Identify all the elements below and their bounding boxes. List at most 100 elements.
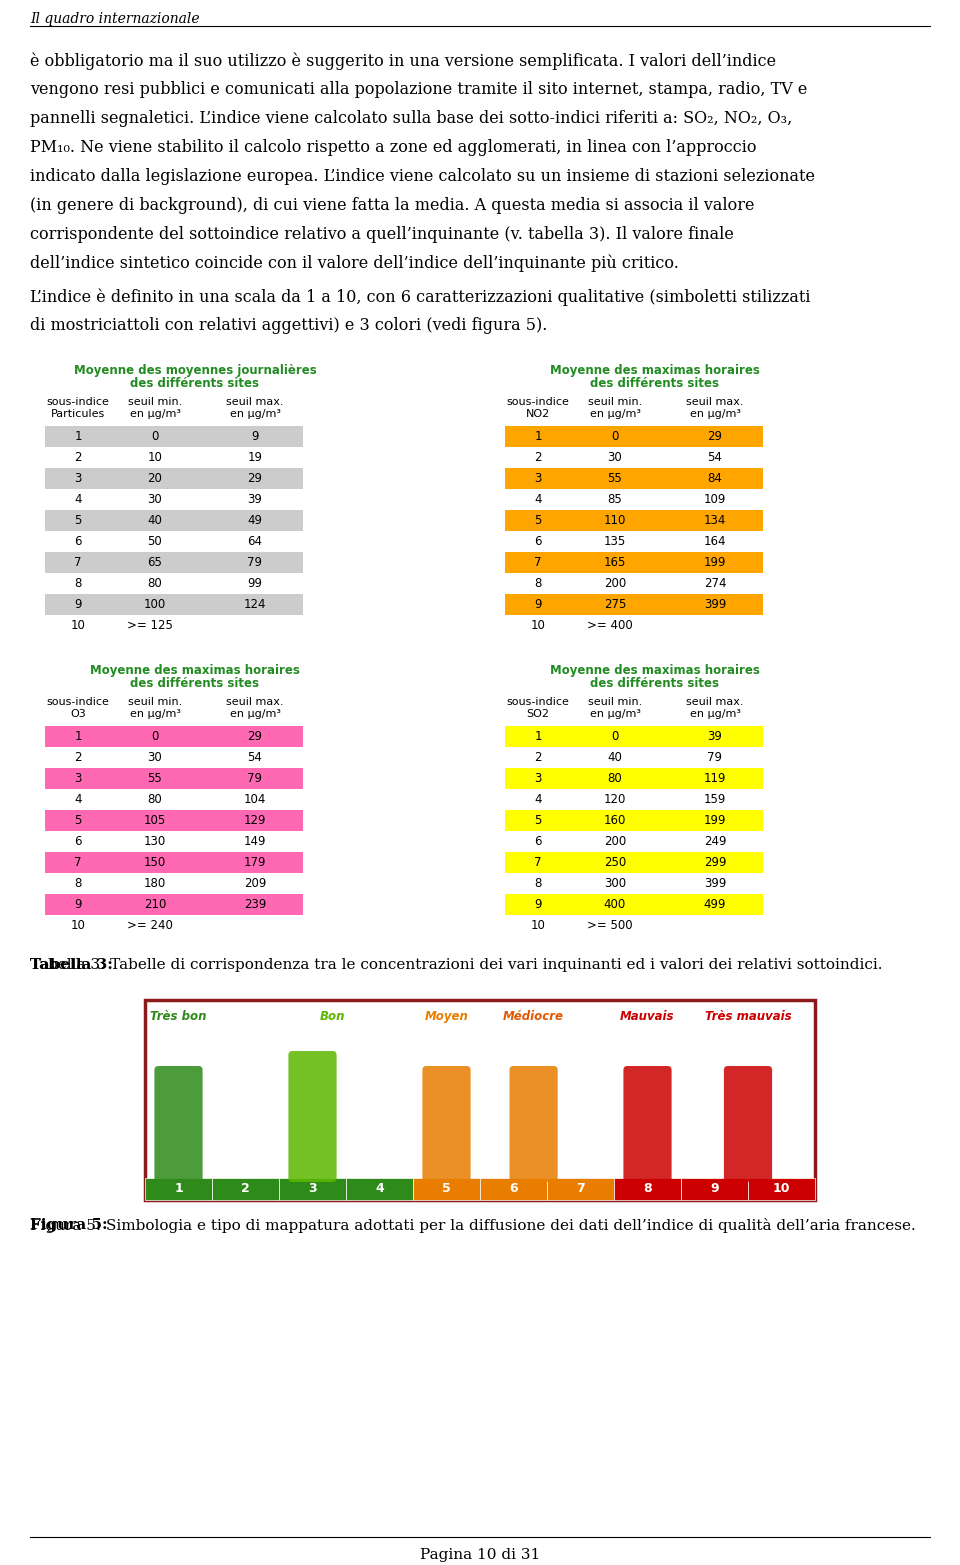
- Text: Médiocre: Médiocre: [503, 1009, 564, 1024]
- Text: 5: 5: [535, 513, 541, 527]
- Bar: [505, 510, 763, 531]
- Text: è obbligatorio ma il suo utilizzo è suggerito in una versione semplificata. I va: è obbligatorio ma il suo utilizzo è sugg…: [30, 52, 776, 69]
- Bar: [45, 510, 303, 531]
- Text: 199: 199: [704, 814, 727, 826]
- Text: des différents sites: des différents sites: [131, 678, 259, 690]
- Text: 7: 7: [576, 1183, 585, 1196]
- Text: Bon: Bon: [320, 1009, 346, 1024]
- Text: Mauvais: Mauvais: [620, 1009, 675, 1024]
- Text: PM₁₀. Ne viene stabilito il calcolo rispetto a zone ed agglomerati, in linea con: PM₁₀. Ne viene stabilito il calcolo risp…: [30, 139, 756, 156]
- Text: 105: 105: [144, 814, 166, 826]
- Text: 40: 40: [148, 513, 162, 527]
- Bar: [45, 726, 303, 747]
- Bar: [505, 851, 763, 873]
- Text: 0: 0: [612, 430, 618, 443]
- Text: 1: 1: [74, 430, 82, 443]
- Text: 2: 2: [74, 451, 82, 463]
- Text: di mostriciattoli con relativi aggettivi) e 3 colori (vedi figura 5).: di mostriciattoli con relativi aggettivi…: [30, 318, 547, 333]
- Bar: [505, 726, 763, 747]
- Text: 4: 4: [535, 493, 541, 505]
- Text: Figura 5: Simbologia e tipo di mappatura adottati per la diffusione dei dati del: Figura 5: Simbologia e tipo di mappatura…: [30, 1218, 916, 1233]
- Text: 8: 8: [74, 577, 82, 590]
- Text: Moyenne des maximas horaires: Moyenne des maximas horaires: [550, 365, 760, 377]
- Bar: [505, 468, 763, 488]
- Text: 150: 150: [144, 856, 166, 869]
- Text: corrispondente del sottoindice relativo a quell’inquinante (v. tabella 3). Il va: corrispondente del sottoindice relativo …: [30, 225, 733, 243]
- Bar: [279, 1178, 346, 1200]
- Text: 80: 80: [148, 793, 162, 806]
- Text: 54: 54: [248, 751, 262, 764]
- Text: >= 125: >= 125: [127, 620, 173, 632]
- Text: Pagina 10 di 31: Pagina 10 di 31: [420, 1548, 540, 1562]
- Text: 8: 8: [643, 1183, 652, 1196]
- Text: 49: 49: [248, 513, 262, 527]
- Text: 2: 2: [74, 751, 82, 764]
- Text: 5: 5: [535, 814, 541, 826]
- Text: 4: 4: [535, 793, 541, 806]
- Text: 135: 135: [604, 535, 626, 548]
- Text: 3: 3: [308, 1183, 317, 1196]
- Text: 19: 19: [248, 451, 262, 463]
- Text: 164: 164: [704, 535, 727, 548]
- Text: Très mauvais: Très mauvais: [705, 1009, 791, 1024]
- Bar: [45, 768, 303, 789]
- Text: 10: 10: [148, 451, 162, 463]
- Text: Particules: Particules: [51, 408, 106, 419]
- Text: en μg/m³: en μg/m³: [130, 408, 180, 419]
- Text: seuil min.: seuil min.: [128, 398, 182, 407]
- Text: 6: 6: [509, 1183, 517, 1196]
- Text: Moyenne des maximas horaires: Moyenne des maximas horaires: [90, 664, 300, 678]
- Text: Tabella 3: Tabelle di corrispondenza tra le concentrazioni dei vari inquinanti e: Tabella 3: Tabelle di corrispondenza tra…: [30, 958, 882, 972]
- Text: 29: 29: [708, 430, 723, 443]
- Bar: [505, 768, 763, 789]
- Text: 1: 1: [535, 729, 541, 743]
- Bar: [45, 426, 303, 448]
- FancyBboxPatch shape: [422, 1066, 470, 1182]
- Text: 9: 9: [252, 430, 259, 443]
- Text: des différents sites: des différents sites: [590, 377, 719, 390]
- Text: 160: 160: [604, 814, 626, 826]
- Text: sous-indice: sous-indice: [507, 696, 569, 707]
- Text: 7: 7: [535, 556, 541, 570]
- Text: 180: 180: [144, 876, 166, 890]
- Text: 9: 9: [535, 598, 541, 610]
- Text: en μg/m³: en μg/m³: [229, 709, 280, 718]
- Text: 1: 1: [535, 430, 541, 443]
- Text: 299: 299: [704, 856, 727, 869]
- Text: dell’indice sintetico coincide con il valore dell’indice dell’inquinante più cri: dell’indice sintetico coincide con il va…: [30, 255, 679, 272]
- Text: 39: 39: [248, 493, 262, 505]
- Text: Tabella 3:: Tabella 3:: [30, 958, 113, 972]
- Text: 54: 54: [708, 451, 723, 463]
- FancyBboxPatch shape: [724, 1066, 772, 1182]
- Text: 6: 6: [74, 836, 82, 848]
- Text: 109: 109: [704, 493, 726, 505]
- Text: 2: 2: [535, 751, 541, 764]
- Bar: [45, 894, 303, 916]
- Text: 130: 130: [144, 836, 166, 848]
- Text: 4: 4: [375, 1183, 384, 1196]
- Text: en μg/m³: en μg/m³: [689, 408, 740, 419]
- Bar: [480, 1178, 547, 1200]
- Text: L’indice è definito in una scala da 1 a 10, con 6 caratterizzazioni qualitative : L’indice è definito in una scala da 1 a …: [30, 288, 810, 305]
- Text: 8: 8: [535, 577, 541, 590]
- Text: 10: 10: [773, 1183, 790, 1196]
- Bar: [45, 811, 303, 831]
- Text: 6: 6: [535, 535, 541, 548]
- Text: Très bon: Très bon: [151, 1009, 206, 1024]
- Text: 400: 400: [604, 898, 626, 911]
- Text: 274: 274: [704, 577, 727, 590]
- Text: indicato dalla legislazione europea. L’indice viene calcolato su un insieme di s: indicato dalla legislazione europea. L’i…: [30, 167, 815, 185]
- Text: 4: 4: [74, 793, 82, 806]
- Bar: [346, 1178, 413, 1200]
- FancyBboxPatch shape: [155, 1066, 203, 1182]
- FancyBboxPatch shape: [288, 1052, 337, 1182]
- Bar: [748, 1178, 815, 1200]
- Text: seuil max.: seuil max.: [686, 696, 744, 707]
- Text: en μg/m³: en μg/m³: [589, 709, 640, 718]
- Text: sous-indice: sous-indice: [47, 398, 109, 407]
- Text: 9: 9: [535, 898, 541, 911]
- Text: 99: 99: [248, 577, 262, 590]
- Text: en μg/m³: en μg/m³: [130, 709, 180, 718]
- Text: 179: 179: [244, 856, 266, 869]
- Text: 7: 7: [535, 856, 541, 869]
